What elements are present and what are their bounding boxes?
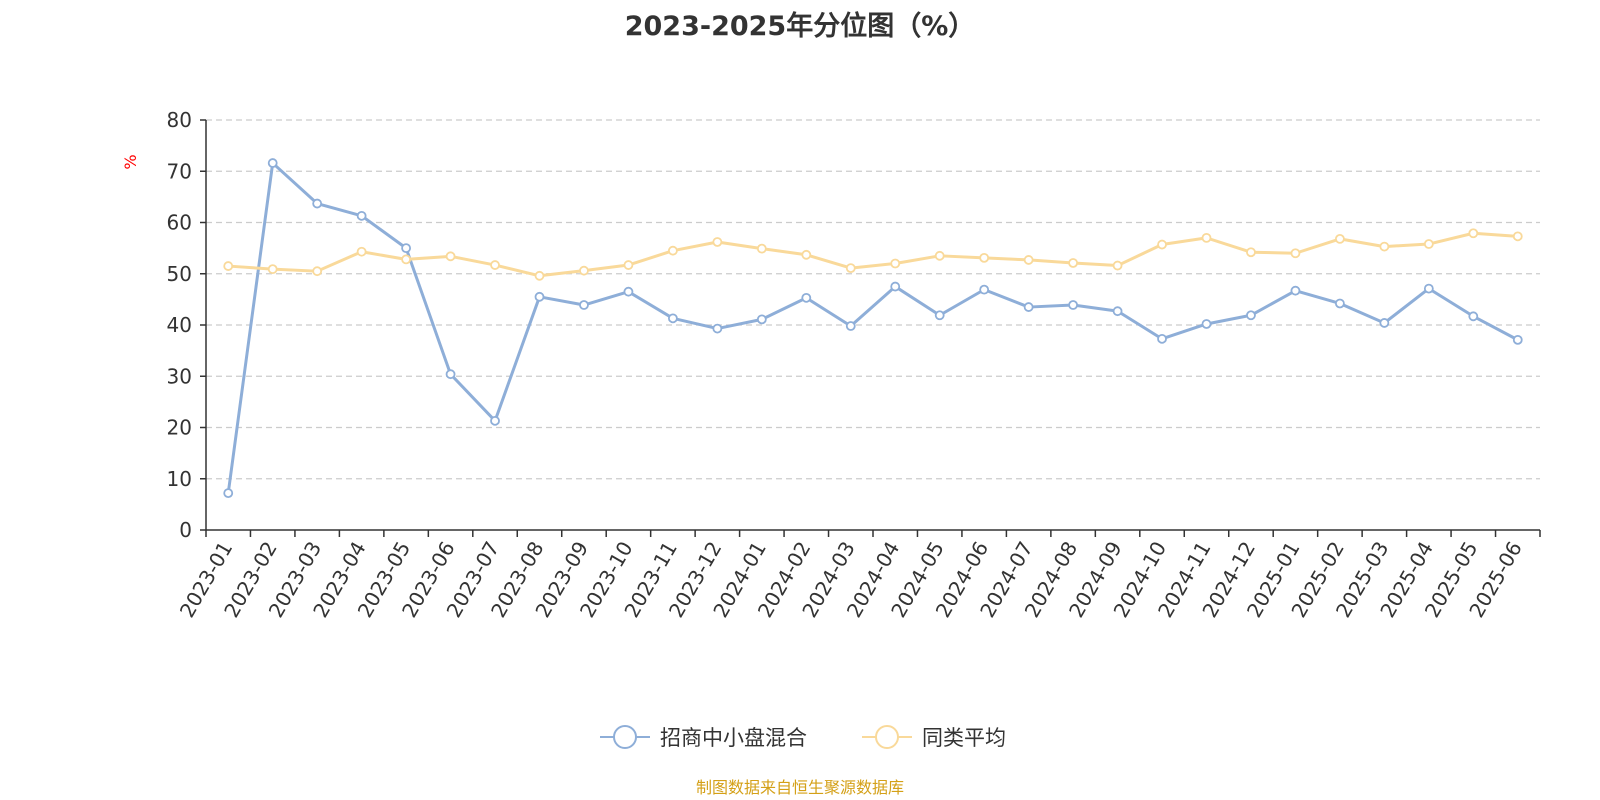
- chart-title: 2023-2025年分位图（%）: [624, 11, 976, 42]
- data-point[interactable]: [890, 258, 901, 269]
- data-point[interactable]: [801, 292, 812, 303]
- legend-item[interactable]: 招商中小盘混合: [600, 725, 807, 750]
- data-point[interactable]: [267, 264, 278, 275]
- data-point[interactable]: [401, 254, 412, 265]
- data-point[interactable]: [223, 261, 234, 271]
- grid-lines: [206, 119, 1540, 480]
- data-point[interactable]: [979, 284, 990, 295]
- data-point[interactable]: [267, 158, 278, 168]
- y-unit-label: %: [121, 154, 140, 169]
- data-point[interactable]: [579, 300, 589, 310]
- data-point[interactable]: [1290, 248, 1301, 259]
- data-point[interactable]: [623, 260, 634, 270]
- data-point[interactable]: [801, 249, 812, 260]
- series-line: [226, 161, 1519, 494]
- data-point[interactable]: [1201, 232, 1212, 243]
- data-point[interactable]: [712, 323, 723, 334]
- data-point[interactable]: [1423, 283, 1434, 294]
- data-point[interactable]: [401, 243, 412, 254]
- axes: 010203040506070802023-012023-022023-0320…: [167, 108, 1541, 622]
- data-point[interactable]: [890, 281, 901, 292]
- data-point[interactable]: [445, 369, 456, 380]
- series-line: [228, 231, 1518, 278]
- data-point[interactable]: [490, 260, 500, 270]
- data-point[interactable]: [534, 270, 545, 281]
- data-point[interactable]: [534, 291, 545, 302]
- data-point[interactable]: [712, 237, 723, 247]
- series-lines: [223, 158, 1523, 499]
- legend-label: 招商中小盘混合: [660, 726, 807, 750]
- data-point[interactable]: [1512, 334, 1523, 345]
- y-tick-label: 40: [167, 313, 192, 337]
- data-point[interactable]: [356, 210, 367, 221]
- data-point[interactable]: [490, 415, 500, 426]
- legend-marker: [875, 725, 899, 749]
- data-point[interactable]: [445, 251, 456, 262]
- y-tick-label: 60: [167, 211, 192, 235]
- data-point[interactable]: [1379, 241, 1390, 252]
- data-point[interactable]: [1068, 300, 1078, 310]
- data-point[interactable]: [1512, 231, 1523, 242]
- data-point[interactable]: [1423, 239, 1434, 249]
- data-point[interactable]: [934, 310, 945, 321]
- data-point[interactable]: [1068, 258, 1078, 268]
- y-tick-label: 0: [179, 518, 192, 542]
- data-point[interactable]: [1290, 285, 1301, 296]
- y-tick-label: 50: [167, 262, 192, 286]
- data-point[interactable]: [1246, 310, 1256, 321]
- data-point[interactable]: [845, 321, 856, 331]
- y-tick-label: 20: [167, 416, 192, 440]
- data-point[interactable]: [1379, 318, 1390, 328]
- data-point[interactable]: [1112, 260, 1123, 271]
- data-point[interactable]: [579, 265, 589, 276]
- data-point[interactable]: [756, 314, 767, 325]
- data-point[interactable]: [1246, 247, 1256, 258]
- data-point[interactable]: [356, 246, 367, 257]
- data-point[interactable]: [934, 250, 945, 261]
- data-point[interactable]: [1157, 239, 1167, 250]
- data-point[interactable]: [1023, 255, 1034, 265]
- data-point[interactable]: [1023, 302, 1034, 312]
- y-tick-label: 70: [167, 159, 192, 183]
- legend-marker: [613, 725, 637, 749]
- data-point[interactable]: [1468, 228, 1479, 239]
- data-point[interactable]: [1201, 319, 1212, 329]
- data-point[interactable]: [668, 313, 678, 324]
- y-tick-label: 10: [167, 467, 192, 491]
- data-point[interactable]: [1112, 306, 1123, 317]
- y-tick-label: 80: [167, 108, 192, 132]
- legend[interactable]: 招商中小盘混合 同类平均: [600, 725, 1006, 750]
- data-point[interactable]: [668, 245, 678, 256]
- y-tick-label: 30: [167, 364, 192, 388]
- data-point[interactable]: [312, 266, 323, 277]
- data-point[interactable]: [1335, 233, 1345, 244]
- legend-label: 同类平均: [922, 726, 1006, 750]
- data-point[interactable]: [1335, 298, 1345, 309]
- data-point[interactable]: [312, 198, 323, 209]
- data-point[interactable]: [1468, 311, 1479, 322]
- legend-item[interactable]: 同类平均: [862, 725, 1006, 750]
- data-point[interactable]: [979, 252, 990, 263]
- source-note: 制图数据来自恒生聚源数据库: [695, 778, 904, 797]
- data-point[interactable]: [756, 243, 767, 254]
- data-point[interactable]: [223, 488, 234, 499]
- data-point[interactable]: [623, 286, 634, 297]
- data-point[interactable]: [1157, 333, 1167, 344]
- data-point[interactable]: [845, 263, 856, 274]
